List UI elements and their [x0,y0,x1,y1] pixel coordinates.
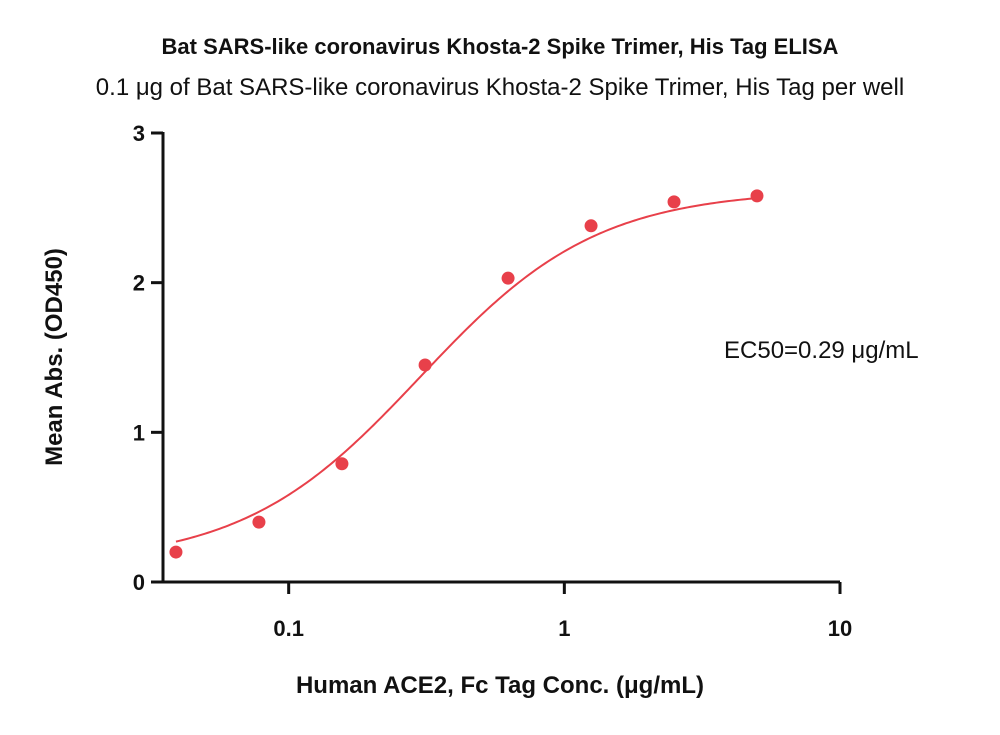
y-tick-label: 2 [133,271,145,296]
chart-title: Bat SARS-like coronavirus Khosta-2 Spike… [161,34,839,59]
fit-curve-group [175,197,758,543]
data-point [667,195,681,209]
x-axis-label: Human ACE2, Fc Tag Conc. (μg/mL) [295,672,705,699]
data-point [252,515,266,529]
data-points [169,189,764,559]
data-point [418,358,432,372]
y-axis-label: Mean Abs. (OD450) [41,248,68,466]
ec50-annotation: EC50=0.29 μg/mL [724,337,919,364]
x-tick-label: 0.1 [273,616,304,641]
data-point [169,545,183,559]
chart-subtitle: 0.1 μg of Bat SARS-like coronavirus Khos… [95,74,905,101]
data-point [335,457,349,471]
y-tick-label: 3 [133,121,145,146]
data-point [584,219,598,233]
y-tick-label: 0 [133,570,145,595]
y-tick-label: 1 [133,420,145,445]
data-point [750,189,764,203]
x-tick-label: 1 [558,616,570,641]
axes [161,132,840,584]
fit-curve [175,197,758,543]
ticks: 0 1 2 3 0.1 1 10 [133,121,852,641]
x-tick-label: 10 [828,616,852,641]
data-point [501,271,515,285]
